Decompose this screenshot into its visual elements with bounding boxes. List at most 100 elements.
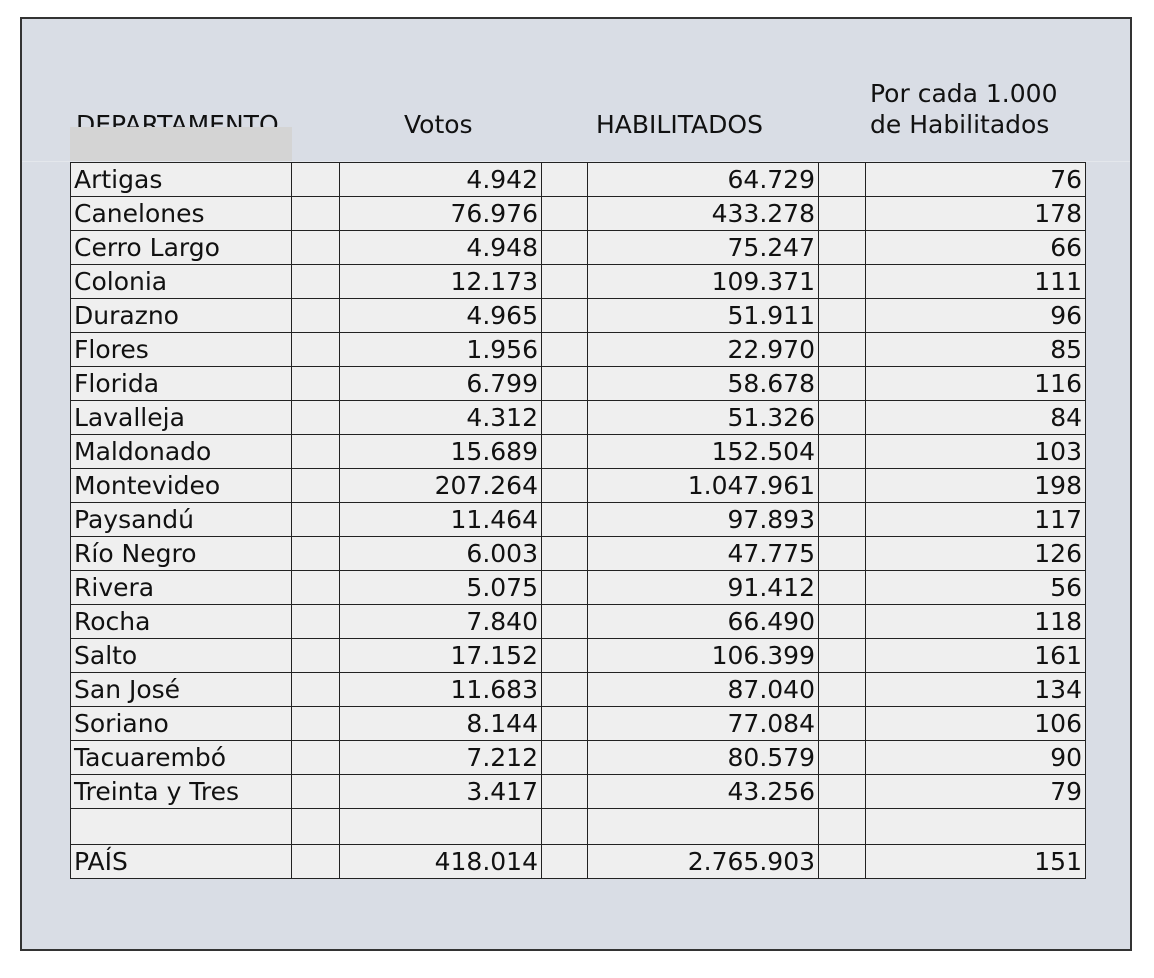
cell-habilitados: 91.412	[587, 570, 819, 605]
table-row: Rocha 7.840 66.490 118	[70, 604, 1086, 639]
table-row: Salto 17.152 106.399 161	[70, 638, 1086, 673]
cell-votos: 17.152	[339, 638, 542, 673]
cell-votos: 207.264	[339, 468, 542, 503]
table-row-total: PAÍS 418.014 2.765.903 151	[70, 844, 1086, 879]
cell-departamento	[70, 808, 292, 845]
cell-habilitados: 22.970	[587, 332, 819, 367]
cell-por-cada-mil: 161	[865, 638, 1086, 673]
cell-empty	[291, 468, 340, 503]
cell-votos: 4.312	[339, 400, 542, 435]
cell-empty	[541, 570, 588, 605]
cell-votos: 418.014	[339, 844, 542, 879]
header-votos: Votos	[404, 110, 473, 139]
cell-empty	[541, 366, 588, 401]
cell-habilitados: 77.084	[587, 706, 819, 741]
cell-habilitados: 87.040	[587, 672, 819, 707]
table-panel: DEPARTAMENTO Votos HABILITADOS Por cada …	[20, 17, 1132, 951]
cell-votos: 76.976	[339, 196, 542, 231]
cell-empty	[818, 264, 866, 299]
cell-votos: 7.212	[339, 740, 542, 775]
cell-empty	[541, 706, 588, 741]
cell-habilitados: 58.678	[587, 366, 819, 401]
cell-empty	[541, 264, 588, 299]
cell-por-cada-mil: 106	[865, 706, 1086, 741]
cell-empty	[818, 740, 866, 775]
cell-empty	[291, 196, 340, 231]
cell-departamento: Maldonado	[70, 434, 292, 469]
cell-por-cada-mil: 76	[865, 162, 1086, 197]
cell-empty	[291, 230, 340, 265]
header-por-cada-mil: Por cada 1.000 de Habilitados	[870, 78, 1057, 140]
cell-empty	[818, 672, 866, 707]
cell-empty	[818, 604, 866, 639]
table-row: Río Negro 6.003 47.775 126	[70, 536, 1086, 571]
cell-por-cada-mil: 111	[865, 264, 1086, 299]
cell-votos: 5.075	[339, 570, 542, 605]
cell-empty	[818, 844, 866, 879]
cell-empty	[818, 468, 866, 503]
cell-empty	[818, 536, 866, 571]
cell-departamento: Salto	[70, 638, 292, 673]
cell-empty	[291, 570, 340, 605]
table-row: Florida 6.799 58.678 116	[70, 366, 1086, 401]
cell-habilitados: 51.326	[587, 400, 819, 435]
cell-habilitados: 51.911	[587, 298, 819, 333]
cell-departamento: Durazno	[70, 298, 292, 333]
cell-por-cada-mil: 126	[865, 536, 1086, 571]
cell-empty	[291, 672, 340, 707]
cell-empty	[291, 162, 340, 197]
table-row: Rivera 5.075 91.412 56	[70, 570, 1086, 605]
cell-departamento: PAÍS	[70, 844, 292, 879]
header-shade	[70, 127, 292, 161]
cell-empty	[541, 468, 588, 503]
cell-por-cada-mil: 134	[865, 672, 1086, 707]
cell-votos: 1.956	[339, 332, 542, 367]
cell-empty	[291, 264, 340, 299]
cell-empty	[541, 808, 588, 845]
table-body: Artigas 4.942 64.729 76 Canelones 76.976 433.2…	[70, 162, 1086, 879]
cell-empty	[541, 332, 588, 367]
cell-departamento: Rivera	[70, 570, 292, 605]
cell-empty	[818, 196, 866, 231]
cell-empty	[291, 400, 340, 435]
cell-habilitados: 106.399	[587, 638, 819, 673]
table-row: Montevideo 207.264 1.047.961 198	[70, 468, 1086, 503]
cell-por-cada-mil: 96	[865, 298, 1086, 333]
cell-departamento: Lavalleja	[70, 400, 292, 435]
cell-empty	[818, 162, 866, 197]
cell-votos: 3.417	[339, 774, 542, 809]
cell-empty	[541, 400, 588, 435]
cell-empty	[541, 298, 588, 333]
cell-empty	[818, 808, 866, 845]
cell-empty	[541, 844, 588, 879]
cell-empty	[818, 366, 866, 401]
cell-habilitados: 47.775	[587, 536, 819, 571]
cell-votos: 8.144	[339, 706, 542, 741]
cell-departamento: Cerro Largo	[70, 230, 292, 265]
cell-empty	[291, 502, 340, 537]
cell-empty	[291, 298, 340, 333]
table-row: Cerro Largo 4.948 75.247 66	[70, 230, 1086, 265]
table-row: Durazno 4.965 51.911 96	[70, 298, 1086, 333]
table-row: Lavalleja 4.312 51.326 84	[70, 400, 1086, 435]
cell-departamento: Río Negro	[70, 536, 292, 571]
cell-votos: 6.799	[339, 366, 542, 401]
cell-empty	[541, 638, 588, 673]
header-divider	[22, 161, 1130, 162]
table-row: Maldonado 15.689 152.504 103	[70, 434, 1086, 469]
cell-empty	[818, 774, 866, 809]
cell-habilitados: 64.729	[587, 162, 819, 197]
table-row: Tacuarembó 7.212 80.579 90	[70, 740, 1086, 775]
cell-empty	[818, 230, 866, 265]
cell-empty	[291, 706, 340, 741]
cell-empty	[541, 536, 588, 571]
cell-empty	[291, 638, 340, 673]
cell-empty	[818, 434, 866, 469]
cell-por-cada-mil: 118	[865, 604, 1086, 639]
table-row: Canelones 76.976 433.278 178	[70, 196, 1086, 231]
cell-departamento: Paysandú	[70, 502, 292, 537]
cell-por-cada-mil: 116	[865, 366, 1086, 401]
cell-por-cada-mil: 117	[865, 502, 1086, 537]
cell-habilitados: 2.765.903	[587, 844, 819, 879]
cell-por-cada-mil: 66	[865, 230, 1086, 265]
